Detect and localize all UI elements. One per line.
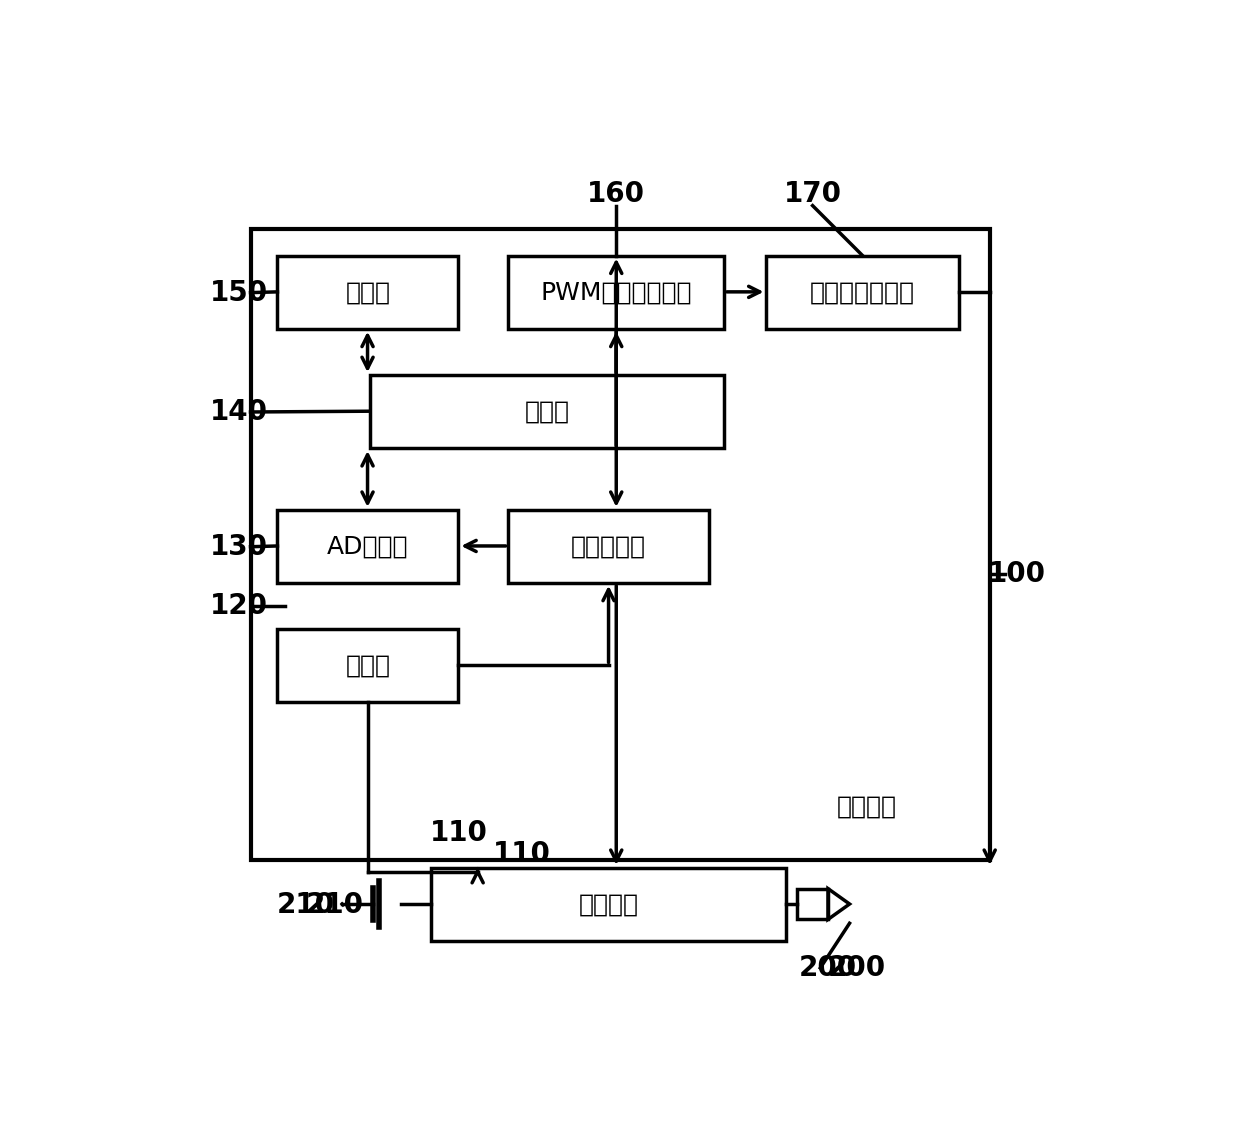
Text: 120: 120 <box>210 592 268 620</box>
Text: 210: 210 <box>278 891 335 919</box>
Bar <box>508 510 708 583</box>
Text: 处理器: 处理器 <box>525 400 569 424</box>
Text: 130: 130 <box>210 533 268 561</box>
Text: 微控制器: 微控制器 <box>837 794 897 818</box>
Text: 存储器: 存储器 <box>346 281 391 304</box>
Text: 210: 210 <box>306 891 365 919</box>
Bar <box>370 375 724 449</box>
Text: 100: 100 <box>987 560 1045 587</box>
Bar <box>797 888 828 919</box>
Bar <box>250 228 990 860</box>
Text: 170: 170 <box>784 181 842 208</box>
Bar <box>766 256 959 328</box>
Text: 200: 200 <box>828 954 887 982</box>
Text: 150: 150 <box>210 278 268 307</box>
Text: AD转换器: AD转换器 <box>327 534 409 559</box>
Text: PWM脉宽调制单元: PWM脉宽调制单元 <box>541 281 692 304</box>
Text: 110: 110 <box>429 819 487 847</box>
Bar <box>508 256 724 328</box>
Text: 200: 200 <box>799 954 857 982</box>
Text: 温度传感器: 温度传感器 <box>572 534 646 559</box>
Bar <box>432 868 786 941</box>
Bar <box>278 629 459 702</box>
Bar <box>278 256 459 328</box>
Text: 140: 140 <box>210 398 268 426</box>
Text: 160: 160 <box>588 181 645 208</box>
Text: 110: 110 <box>494 840 551 868</box>
Text: 二阶无源滤波器: 二阶无源滤波器 <box>810 281 915 304</box>
Bar <box>278 510 459 583</box>
Text: 时钟电路: 时钟电路 <box>579 893 639 917</box>
Text: 稳压器: 稳压器 <box>346 653 391 678</box>
